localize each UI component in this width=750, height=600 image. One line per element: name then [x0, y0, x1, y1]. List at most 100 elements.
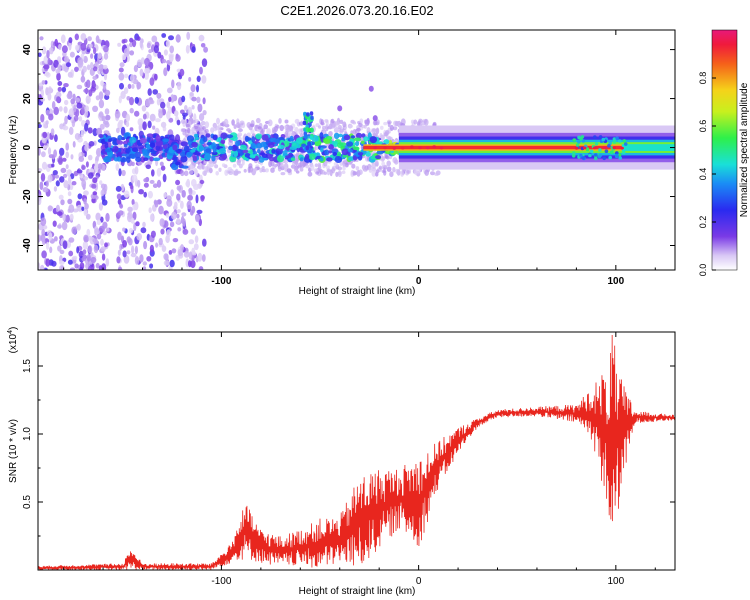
spectrogram-cell: [59, 260, 65, 266]
spectrogram-cell: [146, 255, 152, 262]
spectrogram-cell: [103, 45, 109, 53]
spectrogram-cell: [161, 245, 167, 252]
spectrogram-cell: [137, 179, 141, 188]
spectrogram-cell: [134, 151, 141, 159]
spectrogram-cell: [48, 259, 54, 266]
spectrogram-cell: [237, 128, 243, 133]
spectrogram-cell: [149, 179, 155, 184]
spectrogram-cell: [374, 162, 379, 167]
spectrogram-cell: [138, 189, 145, 195]
spectrogram-cell: [193, 133, 199, 138]
spectrogram-cell: [389, 171, 394, 178]
spectrogram-cell: [57, 245, 62, 252]
spectrogram-cell: [118, 72, 125, 81]
spectrogram-cell: [38, 197, 42, 206]
spectrogram-x-ticks: -100 0 100: [63, 30, 656, 287]
spectrogram-cell: [175, 179, 181, 186]
spectrogram-cell: [105, 148, 112, 153]
spectrogram-cell: [204, 121, 210, 129]
spectrogram-cell: [101, 253, 106, 261]
spectrogram-cell: [130, 154, 136, 159]
spectrogram-cell: [308, 122, 312, 127]
spectrogram-cell: [279, 124, 284, 132]
spectrogram-cell: [307, 127, 312, 133]
spectrogram-cell: [92, 105, 99, 113]
spectrogram-cell: [187, 140, 192, 145]
spectrogram-cell: [572, 151, 576, 155]
spectrogram-cell: [244, 153, 251, 159]
spectrogram-cell: [344, 162, 349, 168]
spectrogram-cell: [162, 173, 167, 183]
spectrogram-cell: [200, 195, 205, 202]
spectrogram-cell: [143, 178, 148, 183]
spectrogram-cell: [41, 46, 47, 55]
spectrogram-cell: [128, 211, 133, 220]
spectrogram-cell: [53, 59, 59, 68]
spectrogram-cell: [424, 169, 430, 176]
spectrogram-cell: [190, 84, 196, 93]
spectrogram-cell: [269, 156, 275, 162]
spectrogram-cell: [38, 234, 41, 243]
spectrogram-cell: [261, 134, 269, 141]
spectrogram-cell: [81, 206, 85, 211]
spectrogram-cell: [51, 101, 56, 110]
spectrogram-cell: [182, 228, 189, 235]
spectrogram-cell: [174, 201, 178, 208]
spectrogram-cell: [144, 67, 150, 74]
spectrogram-cell: [307, 171, 313, 177]
spectrogram-cell: [193, 243, 199, 251]
spectrogram-cell: [162, 143, 168, 150]
spectrogram-cell: [116, 256, 121, 264]
spectrogram-cell: [309, 135, 314, 140]
spectrogram-cell: [76, 223, 81, 231]
spectrogram-y-tick-label: -40: [22, 238, 33, 253]
spectrogram-cell: [40, 89, 44, 97]
snr-panel: -100 0 100 0.5 1.0 1.5 Height of straight li…: [7, 327, 676, 597]
spectrogram-cell: [299, 167, 304, 172]
spectrogram-cell: [67, 259, 73, 265]
spectrogram-cell: [169, 221, 175, 228]
spectrogram-cell: [86, 228, 91, 237]
spectrogram-cell: [248, 163, 253, 169]
spectrogram-cell: [188, 187, 193, 196]
spectrogram-cell: [315, 171, 320, 175]
spectrogram-cell: [110, 137, 117, 142]
spectrogram-cell: [119, 157, 127, 163]
spectrogram-cell: [81, 179, 87, 189]
spectrogram-cell: [205, 148, 212, 153]
spectrogram-cell: [392, 126, 398, 131]
spectrogram-cell: [153, 73, 158, 81]
spectrogram-cell: [132, 39, 137, 48]
spectrogram-cell: [102, 64, 108, 70]
spectrogram-cell: [71, 181, 77, 186]
spectrogram-cell: [49, 246, 53, 254]
spectrogram-cell: [57, 81, 63, 86]
spectrogram-cell: [228, 145, 233, 151]
spectrogram-cell: [117, 156, 121, 162]
spectrogram-cell: [275, 147, 284, 155]
spectrogram-cell: [107, 141, 112, 149]
snr-y-tick-label: 1.0: [22, 427, 33, 441]
spectrogram-cell: [612, 140, 617, 144]
spectrogram-cell: [45, 241, 50, 250]
spectrogram-cell: [63, 106, 68, 114]
spectrogram-cell: [42, 187, 49, 193]
spectrogram-cell: [68, 126, 74, 135]
spectrogram-cell: [406, 170, 410, 174]
spectrogram-cell: [132, 211, 137, 221]
spectrogram-cell: [395, 168, 399, 174]
spectrogram-cell: [131, 147, 139, 153]
spectrogram-cell: [294, 126, 299, 133]
spectrogram-cell: [142, 121, 147, 131]
spectrogram-cell: [242, 149, 249, 154]
spectrogram-cell: [166, 229, 171, 238]
spectrogram-cell: [55, 91, 62, 99]
spectrogram-cell: [149, 113, 156, 122]
spectrogram-cell: [204, 166, 209, 173]
spectrogram-cell: [414, 169, 418, 176]
spectrogram-cell: [142, 221, 146, 228]
spectrogram-cell: [70, 154, 74, 160]
spectrogram-cell: [139, 137, 147, 144]
spectrogram-cell: [307, 117, 311, 122]
spectrogram-cell: [46, 131, 50, 141]
